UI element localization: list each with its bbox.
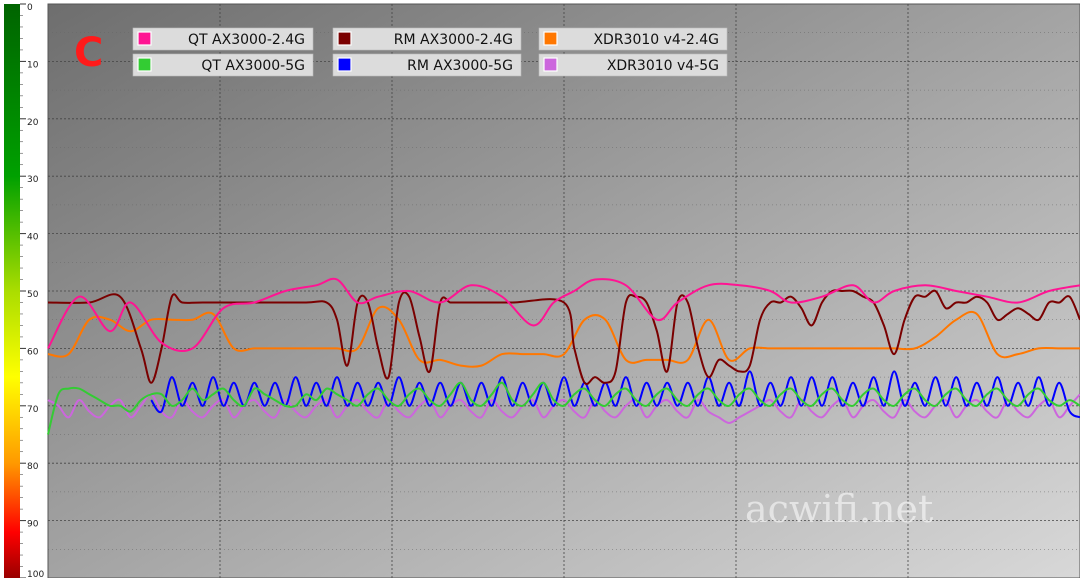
signal-color-bar <box>4 4 20 578</box>
series-lines <box>47 277 1080 435</box>
series-line-0 <box>47 277 1080 353</box>
legend-swatch <box>543 57 558 72</box>
legend-swatch <box>337 57 352 72</box>
legend-label: XDR3010 v4-2.4G <box>593 32 719 48</box>
legend-item-bg <box>132 27 314 51</box>
legend-label: QT AX3000-2.4G <box>188 32 305 48</box>
y-tick-label: 100 <box>27 570 44 578</box>
legend-swatch <box>137 31 152 46</box>
series-line-1 <box>47 381 1080 435</box>
legend-item-3: RM AX3000-5G <box>332 53 522 77</box>
legend-item-bg <box>332 27 522 51</box>
y-tick-label: 20 <box>27 118 39 128</box>
panel-letter: C <box>74 30 103 76</box>
y-tick-label: 30 <box>27 175 39 185</box>
legend-item-2: RM AX3000-2.4G <box>332 27 522 51</box>
horizontal-gridlines <box>48 32 1080 550</box>
legend-item-bg <box>538 27 728 51</box>
legend-item-1: QT AX3000-5G <box>132 53 314 77</box>
legend-swatch <box>543 31 558 46</box>
legend-item-bg <box>132 53 314 77</box>
legend-item-bg <box>332 53 522 77</box>
y-tick-label: 0 <box>27 3 33 13</box>
series-line-2 <box>47 289 1080 385</box>
legend-item-bg <box>538 53 728 77</box>
legend-swatch <box>337 31 352 46</box>
y-axis-ticks: 0 10 20 30 40 50 60 70 80 90 100 <box>20 3 44 578</box>
y-tick-label: 40 <box>27 233 39 243</box>
series-line-3 <box>150 370 1080 419</box>
legend-label: XDR3010 v4-5G <box>607 58 719 74</box>
legend-item-5: XDR3010 v4-5G <box>538 53 728 77</box>
legend-label: RM AX3000-2.4G <box>394 32 513 48</box>
y-tick-label: 80 <box>27 462 39 472</box>
y-tick-label: 10 <box>27 60 39 70</box>
legend-item-4: XDR3010 v4-2.4G <box>538 27 728 51</box>
legend-label: QT AX3000-5G <box>201 58 305 74</box>
legend-swatch <box>137 57 152 72</box>
y-tick-label: 60 <box>27 347 39 357</box>
watermark: acwifi.net <box>745 487 933 531</box>
series-line-4 <box>47 305 1080 368</box>
y-tick-label: 70 <box>27 405 39 415</box>
legend-item-0: QT AX3000-2.4G <box>132 27 314 51</box>
y-tick-label: 90 <box>27 520 39 530</box>
legend-label: RM AX3000-5G <box>407 58 513 74</box>
y-tick-label: 50 <box>27 290 39 300</box>
legend: QT AX3000-2.4G QT AX3000-5G RM AX3000-2.4G… <box>132 27 728 77</box>
